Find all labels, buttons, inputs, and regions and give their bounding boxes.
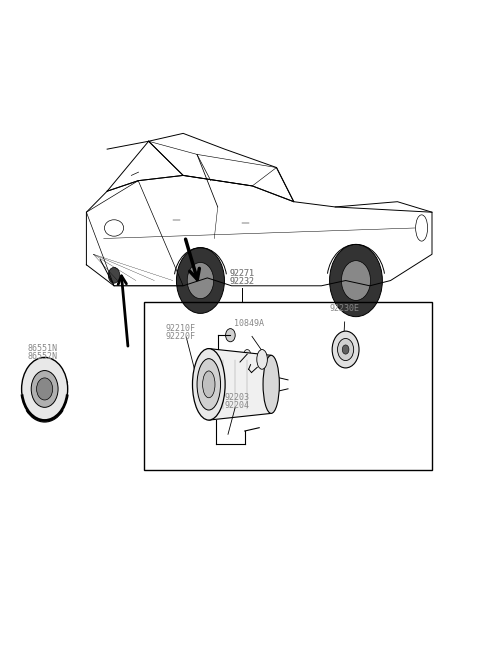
- Text: 92271: 92271: [230, 269, 255, 278]
- Ellipse shape: [257, 350, 267, 369]
- Circle shape: [31, 371, 58, 407]
- Text: 92232: 92232: [230, 277, 255, 286]
- Circle shape: [337, 338, 354, 361]
- Ellipse shape: [263, 355, 279, 413]
- Text: 92203: 92203: [225, 393, 250, 402]
- Circle shape: [22, 357, 68, 420]
- Text: 92210F: 92210F: [165, 324, 195, 333]
- Text: 86552N: 86552N: [27, 352, 57, 361]
- Circle shape: [330, 244, 383, 317]
- Text: 92220F: 92220F: [165, 332, 195, 341]
- Ellipse shape: [192, 349, 225, 420]
- Circle shape: [108, 267, 120, 283]
- Text: 92232: 92232: [230, 277, 255, 286]
- Circle shape: [332, 331, 359, 368]
- Circle shape: [177, 248, 225, 313]
- Text: 10849A: 10849A: [234, 319, 264, 328]
- Ellipse shape: [203, 371, 215, 397]
- Bar: [144, 302, 432, 470]
- Ellipse shape: [197, 359, 220, 410]
- Text: 86551N: 86551N: [27, 344, 57, 353]
- Circle shape: [187, 263, 214, 299]
- Circle shape: [244, 350, 251, 359]
- Text: 92230E: 92230E: [329, 304, 359, 313]
- Circle shape: [342, 345, 349, 354]
- Circle shape: [36, 378, 53, 400]
- Circle shape: [341, 261, 371, 300]
- Text: 92204: 92204: [225, 401, 250, 410]
- Circle shape: [226, 328, 235, 342]
- Polygon shape: [209, 349, 271, 420]
- Text: 92271: 92271: [230, 269, 255, 278]
